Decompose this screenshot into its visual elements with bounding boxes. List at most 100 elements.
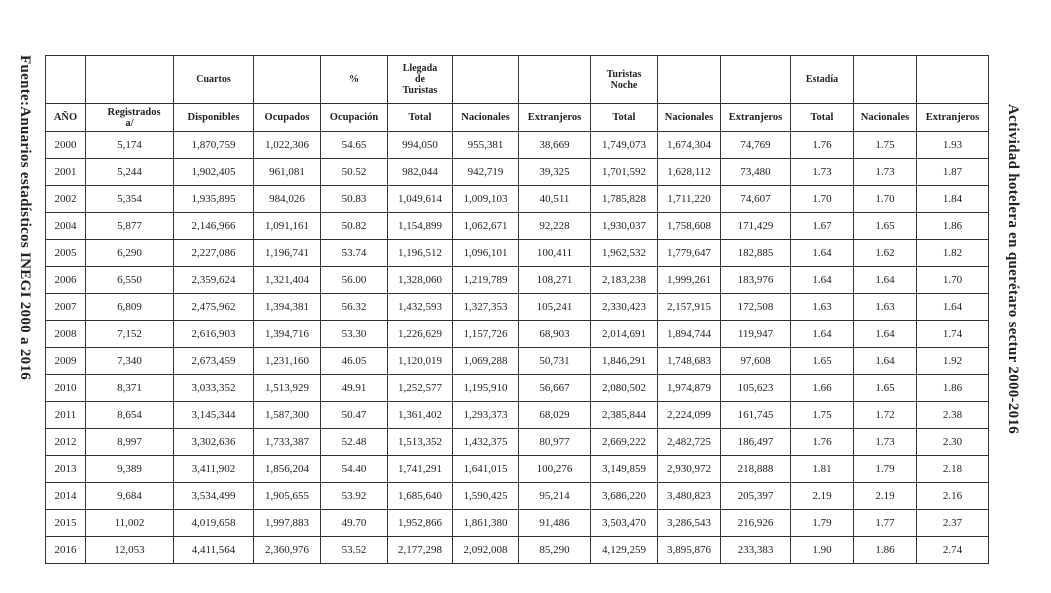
data-cell-text: 2,227,086 xyxy=(191,247,236,259)
data-row: 2000 5,174 1,870,759 1,022,306 54.65 994,050 9… xyxy=(45,131,989,159)
data-cell: 53.52 xyxy=(320,536,388,564)
data-cell-text: 2006 xyxy=(54,274,77,286)
data-row: 2008 7,152 2,616,903 1,394,716 53.30 1,226,62… xyxy=(45,320,989,348)
data-cell: 1.70 xyxy=(916,266,989,294)
data-cell: 182,885 xyxy=(720,239,791,267)
data-cell: 7,152 xyxy=(85,320,174,348)
header-cell-text: Registrados a/ xyxy=(107,106,161,129)
data-cell-text: 2,359,624 xyxy=(191,274,236,286)
data-cell-text: 2.37 xyxy=(942,517,963,529)
data-cell-text: 1.64 xyxy=(812,247,832,259)
data-cell-text: 2015 xyxy=(54,517,77,529)
data-cell-text: 85,290 xyxy=(539,544,570,556)
data-cell-text: 1.65 xyxy=(812,355,832,367)
data-cell: 1.70 xyxy=(853,185,917,213)
header-cell: Total xyxy=(387,103,453,132)
data-cell: 1,069,288 xyxy=(452,347,519,375)
header-cell-text: Total xyxy=(612,112,636,123)
data-cell: 53.92 xyxy=(320,482,388,510)
data-cell: 1,196,741 xyxy=(253,239,321,267)
data-cell-text: 1,252,577 xyxy=(398,382,442,394)
data-cell: 49.70 xyxy=(320,509,388,537)
data-cell: 2,360,976 xyxy=(253,536,321,564)
data-cell-text: 1.76 xyxy=(812,436,832,448)
data-cell: 183,976 xyxy=(720,266,791,294)
data-cell: 7,340 xyxy=(85,347,174,375)
data-cell-text: 1,154,899 xyxy=(398,220,442,232)
data-cell-text: 1,195,910 xyxy=(463,382,508,394)
data-cell-text: 172,508 xyxy=(737,301,774,313)
data-cell: 1,394,716 xyxy=(253,320,321,348)
data-cell-text: 1.72 xyxy=(875,409,895,421)
header-cell: Nacionales xyxy=(657,103,721,132)
data-cell-text: 5,354 xyxy=(117,193,142,205)
data-cell: 3,302,636 xyxy=(173,428,254,456)
data-cell: 2,146,966 xyxy=(173,212,254,240)
data-cell-text: 2005 xyxy=(54,247,77,259)
data-cell-text: 1,711,220 xyxy=(667,193,711,205)
data-cell: 2010 xyxy=(45,374,86,402)
data-cell-text: 2,092,008 xyxy=(463,544,508,556)
data-cell: 2,330,423 xyxy=(590,293,658,321)
data-cell: 2,092,008 xyxy=(452,536,519,564)
data-cell-text: 4,411,564 xyxy=(191,544,236,556)
data-cell: 53.30 xyxy=(320,320,388,348)
header-cell: AÑO xyxy=(45,103,86,132)
data-cell-text: 105,241 xyxy=(536,301,573,313)
data-cell: 1,590,425 xyxy=(452,482,519,510)
data-cell-text: 50.82 xyxy=(341,220,367,232)
data-cell: 1,196,512 xyxy=(387,239,453,267)
data-cell-text: 1,779,647 xyxy=(667,247,711,259)
data-cell: 1.64 xyxy=(790,266,854,294)
data-row: 2002 5,354 1,935,895 984,026 50.83 1,049,614 1… xyxy=(45,185,989,213)
data-row: 2015 11,002 4,019,658 1,997,883 49.70 1,952,8… xyxy=(45,509,989,537)
data-cell: 1,962,532 xyxy=(590,239,658,267)
data-cell-text: 1.73 xyxy=(875,436,895,448)
data-cell-text: 6,550 xyxy=(117,274,142,286)
data-cell-text: 1.79 xyxy=(875,463,895,475)
data-cell: 1.87 xyxy=(916,158,989,186)
data-cell-text: 50,731 xyxy=(539,355,570,367)
data-cell-text: 1,685,640 xyxy=(398,490,442,502)
header-cell-text: Total xyxy=(810,112,834,123)
data-cell-text: 1.64 xyxy=(875,328,895,340)
header-cell-text: Cuartos xyxy=(196,74,231,85)
source-note: Fuente:Anuarios estadísticos INEGI 2000 … xyxy=(17,55,33,381)
data-cell-text: 1,974,879 xyxy=(667,382,711,394)
data-cell: 1,096,101 xyxy=(452,239,519,267)
data-cell-text: 5,174 xyxy=(117,139,142,151)
data-cell: 56,667 xyxy=(518,374,591,402)
data-cell: 2009 xyxy=(45,347,86,375)
data-cell: 1.73 xyxy=(853,428,917,456)
data-cell-text: 1.86 xyxy=(875,544,895,556)
data-cell-text: 2,475,962 xyxy=(191,301,236,313)
data-cell: 1.75 xyxy=(853,131,917,159)
data-cell-text: 1,328,060 xyxy=(398,274,442,286)
header-cell-text: Nacionales xyxy=(461,112,510,123)
data-cell: 50.47 xyxy=(320,401,388,429)
data-cell: 994,050 xyxy=(387,131,453,159)
data-cell-text: 2,669,222 xyxy=(602,436,646,448)
data-cell-text: 1,870,759 xyxy=(191,139,236,151)
data-cell-text: 2.19 xyxy=(875,490,895,502)
data-cell-text: 1,219,789 xyxy=(463,274,508,286)
data-cell-text: 1,894,744 xyxy=(667,328,711,340)
data-row: 2009 7,340 2,673,459 1,231,160 46.05 1,120,01… xyxy=(45,347,989,375)
data-cell-text: 1.92 xyxy=(942,355,963,367)
data-cell-text: 1,120,019 xyxy=(398,355,442,367)
data-cell: 1.72 xyxy=(853,401,917,429)
data-cell-text: 2.18 xyxy=(942,463,963,475)
data-cell: 2004 xyxy=(45,212,86,240)
data-cell: 2,669,222 xyxy=(590,428,658,456)
data-cell: 1.79 xyxy=(853,455,917,483)
data-cell: 1.64 xyxy=(790,320,854,348)
data-cell: 1.74 xyxy=(916,320,989,348)
data-cell-text: 2.30 xyxy=(942,436,963,448)
data-cell: 1,513,352 xyxy=(387,428,453,456)
header-cell: Cuartos xyxy=(173,55,254,104)
data-cell: 172,508 xyxy=(720,293,791,321)
data-cell-text: 1,069,288 xyxy=(463,355,508,367)
data-cell-text: 1,905,655 xyxy=(265,490,309,502)
data-cell-text: 1,999,261 xyxy=(667,274,711,286)
